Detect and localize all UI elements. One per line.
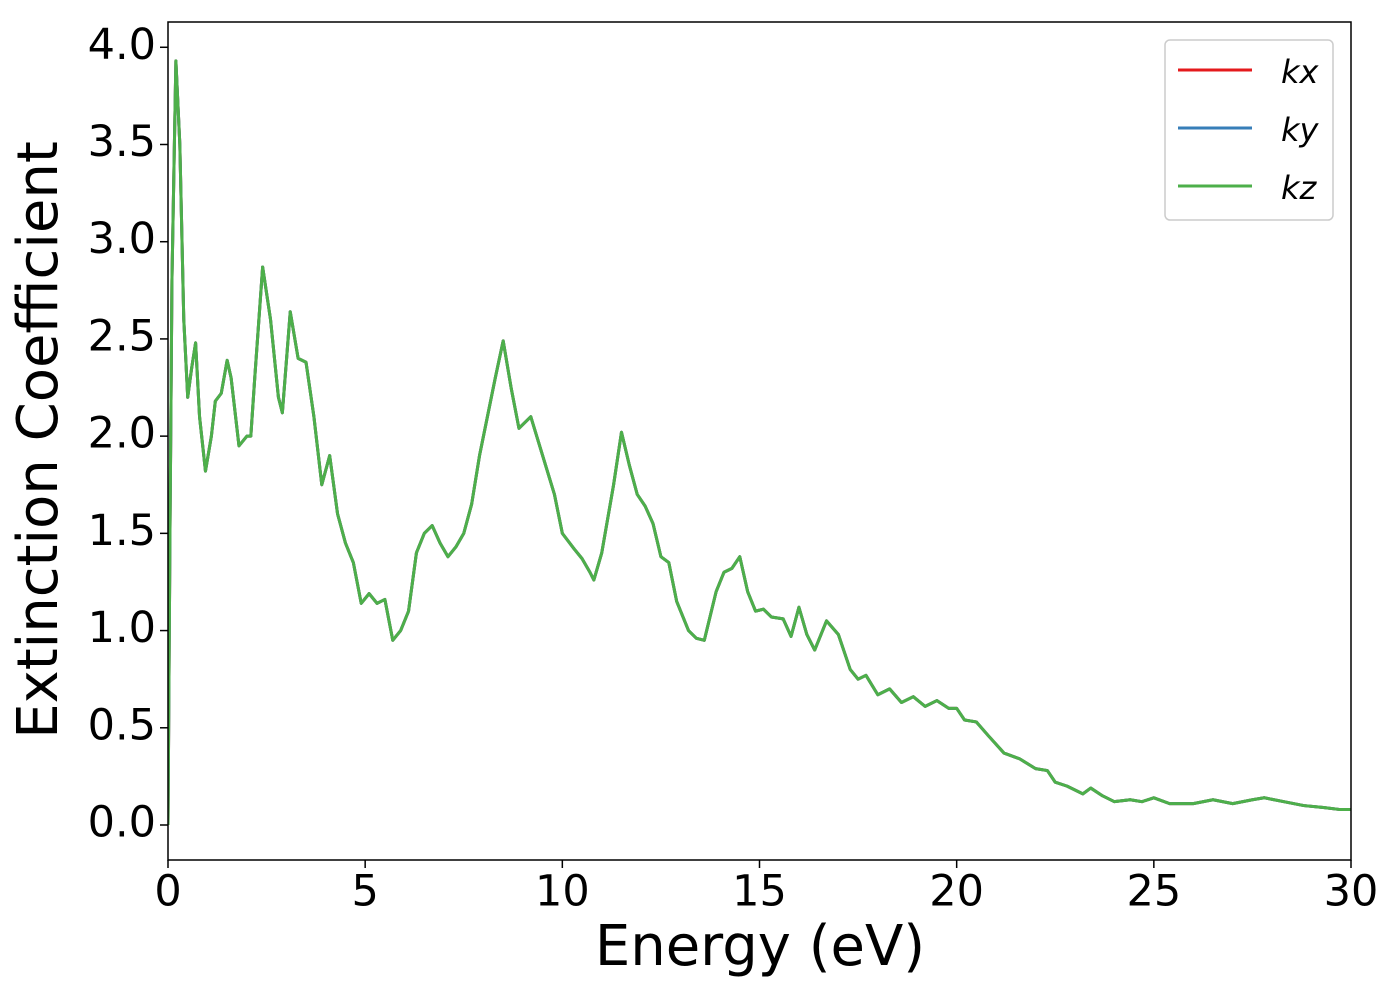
x-tick-label: 20: [929, 867, 984, 917]
x-axis-label: Energy (eV): [595, 914, 925, 979]
y-tick-label: 1.5: [88, 506, 156, 556]
x-tick-label: 10: [535, 867, 590, 917]
y-tick-label: 2.5: [88, 311, 156, 361]
y-tick-label: 0.5: [88, 700, 156, 750]
legend-label: kz: [1281, 169, 1318, 207]
x-tick-label: 0: [154, 867, 181, 917]
plot-frame: [167, 21, 1352, 861]
x-tick-label: 5: [351, 867, 378, 917]
y-tick-label: 2.0: [88, 409, 156, 459]
y-axis-label: Extinction Coefficient: [6, 141, 71, 739]
y-tick-label: 1.0: [88, 603, 156, 653]
y-tick-label: 0.0: [88, 798, 156, 848]
y-tick-label: 4.0: [88, 20, 156, 70]
x-tick-label: 30: [1324, 867, 1379, 917]
x-tick-label: 25: [1126, 867, 1181, 917]
x-tick-label: 15: [732, 867, 787, 917]
y-tick-label: 3.5: [88, 117, 156, 167]
legend-label: kx: [1281, 53, 1320, 91]
legend-box: [1164, 39, 1334, 221]
y-tick-label: 3.0: [88, 214, 156, 264]
legend-label: ky: [1281, 111, 1320, 149]
line-series: [168, 59, 1351, 826]
